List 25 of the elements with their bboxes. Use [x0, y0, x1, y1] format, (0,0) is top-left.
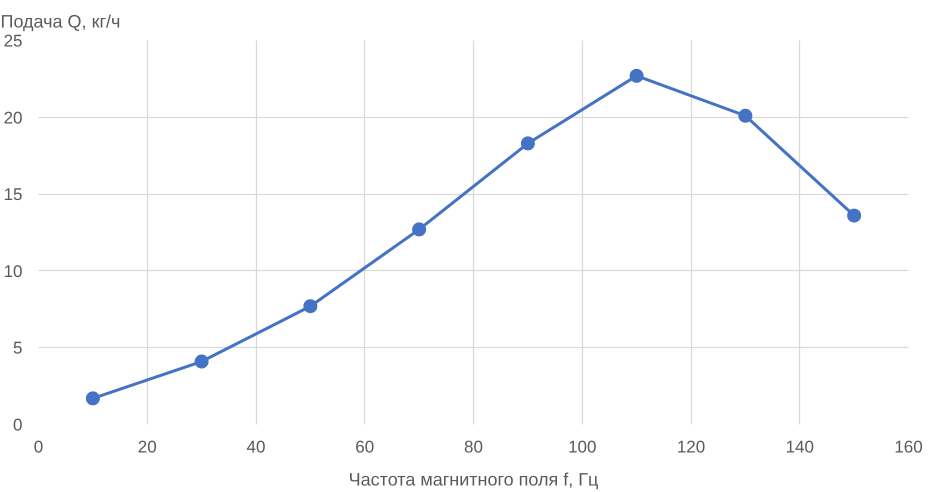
point	[520, 136, 535, 150]
y-tick-label: 20	[4, 108, 23, 128]
point	[86, 391, 100, 406]
x-tick-label: 60	[355, 438, 374, 456]
point	[303, 299, 318, 314]
y-tick-label: 5	[13, 338, 23, 358]
x-tick-label: 20	[138, 438, 157, 456]
x-tick-label: 0	[34, 438, 44, 456]
point	[412, 222, 426, 236]
x-tick-label: 40	[246, 438, 266, 456]
x-tick-label: 160	[894, 438, 923, 456]
point	[738, 108, 752, 123]
y-tick-label: 25	[4, 32, 23, 50]
point	[194, 354, 209, 369]
x-tick-label: 80	[464, 438, 483, 456]
y-tick-label: 0	[13, 416, 23, 434]
y-axis-title: Подача Q, кг/ч	[0, 12, 120, 32]
x-axis-title: Частота магнитного поля f, Гц	[348, 470, 598, 490]
y-tick-label: 10	[4, 262, 23, 281]
x-tick-label: 100	[568, 438, 596, 456]
point	[847, 208, 862, 223]
point	[630, 68, 644, 83]
x-tick-label: 140	[786, 438, 814, 456]
x-tick-label: 120	[676, 438, 706, 456]
y-tick-label: 15	[4, 185, 23, 204]
